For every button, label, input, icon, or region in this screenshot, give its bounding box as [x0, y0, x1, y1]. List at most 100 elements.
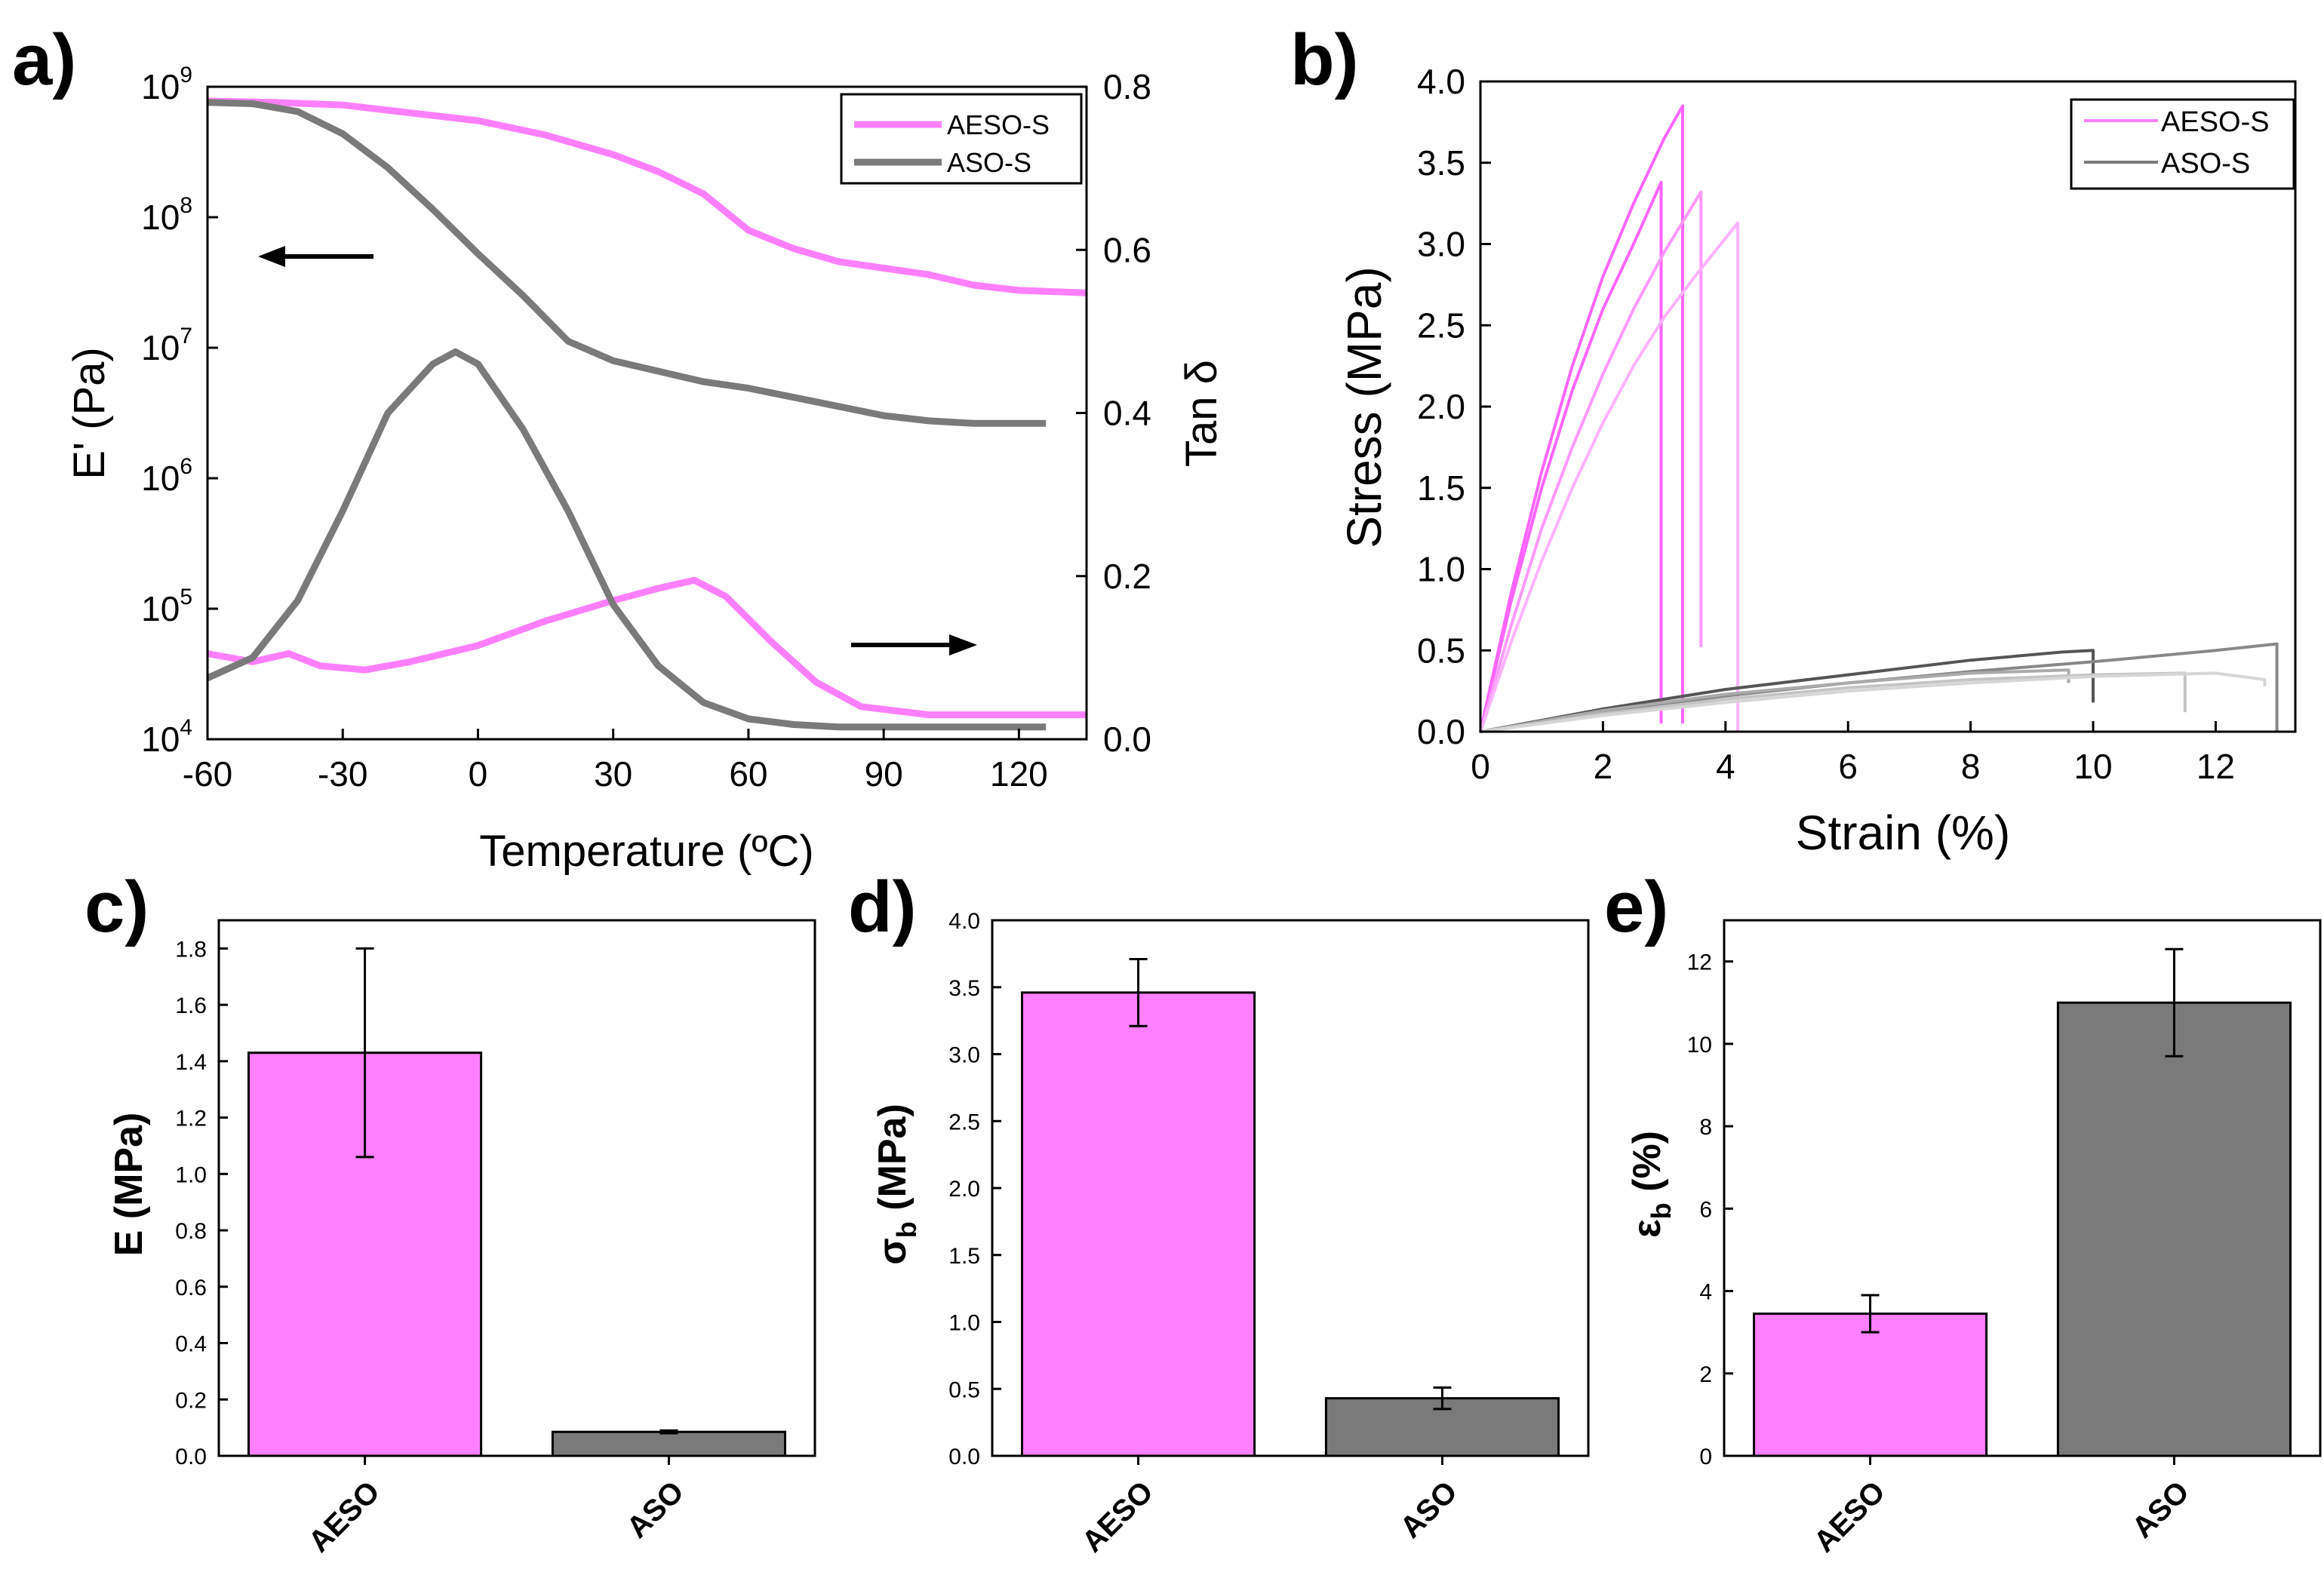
chart-e-yticks: 0 2 4 6 8 10 12: [1687, 950, 1733, 1469]
chart-d-ylabel-unit: (MPa): [871, 1104, 915, 1221]
chart-d-xtick-label: AESO: [1076, 1475, 1160, 1558]
chart-a-xticks: -60 -30 0 30 60 90 120: [183, 729, 1048, 794]
chart-e-xtick-label: ASO: [2126, 1475, 2195, 1544]
chart-d-ytick-label: 1.5: [948, 1244, 980, 1269]
chart-a-xtick-label: -30: [318, 754, 367, 794]
chart-a-yticks-right: 0.0 0.2 0.4 0.6 0.8: [1076, 67, 1151, 759]
chart-e-frame: [1723, 919, 2322, 1457]
chart-a-ytick-label: 107: [141, 324, 192, 367]
legend-label-aeso: AESO-S: [947, 109, 1050, 140]
arrow-left-icon: [258, 246, 374, 267]
chart-c-ytick-label: 0.0: [175, 1445, 207, 1469]
chart-c-ytick-label: 0.4: [175, 1332, 207, 1357]
chart-c-ytick-label: 0.2: [175, 1388, 207, 1413]
chart-d-errorbar-aso: [1433, 1386, 1452, 1411]
chart-b-ytick-label: 3.5: [1417, 143, 1465, 183]
chart-b-series-line-3: [1479, 190, 1703, 732]
chart-a-yticks-left: 104 105 106 107 108 109: [141, 63, 218, 759]
chart-b-xtick-label: 2: [1594, 747, 1613, 786]
chart-b-series-line-7: [1480, 668, 2070, 733]
chart-d-bars: [1021, 957, 1560, 1457]
chart-e-xtick-label: AESO: [1808, 1475, 1892, 1558]
chart-b-series-line-4: [1479, 221, 1740, 732]
chart-e-bars: [1753, 947, 2292, 1457]
chart-e-ytick-label: 2: [1699, 1362, 1712, 1387]
arrow-right-icon: [851, 634, 977, 656]
chart-c-frame: [217, 919, 816, 1457]
chart-b-xlabel: Strain (%): [1796, 806, 2011, 860]
panel-label-b: b): [1290, 20, 1359, 100]
chart-d: 0.0 0.5 1.0 1.5 2.0 2.5 3.0 3.5 4.0 AESO ASO σb (…: [871, 909, 1590, 1559]
chart-a-xtick-label: 30: [594, 754, 632, 794]
chart-d-ylabel-main: σ: [871, 1238, 915, 1265]
chart-b-series-line-6: [1480, 642, 2279, 733]
chart-e-ytick-label: 4: [1699, 1280, 1712, 1305]
chart-b-ytick-label: 3.0: [1417, 225, 1465, 264]
chart-a-series: [206, 97, 1087, 731]
legend-label-aeso-b: AESO-S: [2161, 106, 2270, 138]
chart-b-xtick-label: 12: [2196, 747, 2235, 786]
chart-d-errorbar-aeso: [1129, 957, 1148, 1027]
chart-b-ytick-label: 1.5: [1417, 468, 1465, 508]
chart-e-bar-aeso: [1753, 1313, 1988, 1457]
chart-b-series-line-1: [1479, 104, 1684, 732]
chart-e-ylabel-main: ε: [1625, 1219, 1669, 1238]
chart-a-xtick-label: 90: [865, 754, 903, 794]
chart-b-xtick-label: 6: [1838, 747, 1858, 786]
chart-a-xtick-label: 120: [990, 754, 1048, 794]
legend-label-aso-b: ASO-S: [2161, 148, 2250, 180]
panel-label-e: e): [1604, 867, 1668, 947]
chart-a-xtick-label: 0: [469, 754, 488, 794]
chart-d-ytick-label: 0.0: [948, 1445, 980, 1469]
chart-a-xtick-label: 60: [729, 754, 767, 794]
chart-e-ylabel: εb (%): [1625, 1131, 1677, 1238]
chart-c-xticks: AESO ASO: [303, 1456, 690, 1559]
chart-e-ylabel-unit: (%): [1625, 1131, 1669, 1202]
chart-b-ytick-label: 0.5: [1417, 631, 1465, 670]
chart-a-xlabel: Temperature (ºC): [479, 827, 813, 876]
chart-e-ylabel-sub: b: [1646, 1202, 1677, 1219]
chart-e-bar-aso: [2056, 1001, 2292, 1457]
chart-b-yticks: 0.0 0.5 1.0 1.5 2.0 2.5 3.0 3.5 4.0: [1417, 62, 1491, 751]
chart-c-ytick-label: 1.0: [175, 1162, 207, 1187]
chart-b-series-line-8: [1480, 671, 2187, 733]
chart-a-ytick-right-label: 0.6: [1103, 230, 1151, 269]
chart-c-yticks: 0.0 0.2 0.4 0.6 0.8 1.0 1.2 1.4 1.6 1.8: [175, 937, 228, 1469]
chart-a-xtick-label: -60: [183, 754, 232, 794]
chart-c-ytick-label: 1.8: [175, 937, 207, 962]
chart-e-xticks: AESO ASO: [1808, 1456, 2196, 1559]
chart-b-ylabel: Stress (MPa): [1337, 266, 1391, 548]
series-aso-modulus: [207, 99, 1047, 427]
series-aeso-modulus: [207, 97, 1087, 296]
series-aeso-tandelta: [207, 576, 1087, 719]
chart-c-ytick-label: 1.2: [175, 1107, 207, 1131]
chart-b-series: [1479, 104, 2279, 733]
chart-c-ytick-label: 0.6: [175, 1276, 207, 1300]
chart-e: 0 2 4 6 8 10 12 AESO ASO εb (%): [1625, 919, 2322, 1559]
chart-e-errorbar-aeso: [1861, 1294, 1880, 1334]
chart-e-ytick-label: 12: [1687, 950, 1712, 975]
chart-b-ytick-label: 2.0: [1417, 387, 1465, 426]
chart-a-ytick-right-label: 0.0: [1103, 720, 1151, 759]
chart-a-ytick-right-label: 0.8: [1103, 67, 1151, 106]
chart-d-ytick-label: 2.0: [948, 1177, 980, 1202]
chart-e-ytick-label: 10: [1687, 1033, 1712, 1058]
chart-b-ytick-label: 0.0: [1417, 712, 1465, 751]
chart-b: 0 2 4 6 8 10 12 0.0 0.5 1.0 1.5 2.0 2.5 3.0 3.5 4.0 AE…: [1337, 62, 2297, 860]
chart-b-ytick-label: 4.0: [1417, 62, 1465, 101]
chart-c-bar-aso: [551, 1430, 787, 1457]
chart-c-errorbar-aso: [659, 1429, 678, 1435]
chart-c-bars: [247, 947, 787, 1457]
chart-c-xtick-label: AESO: [303, 1475, 386, 1558]
chart-c-ylabel: E (MPa): [107, 1113, 151, 1257]
chart-b-ytick-label: 1.0: [1417, 550, 1465, 589]
chart-b-xtick-label: 8: [1961, 747, 1981, 786]
chart-c-ytick-label: 1.4: [175, 1050, 207, 1075]
chart-a-ytick-label: 108: [141, 193, 192, 237]
chart-c-ytick-label: 1.6: [175, 993, 207, 1018]
chart-b-ytick-label: 2.5: [1417, 305, 1465, 345]
chart-b-xtick-label: 4: [1716, 747, 1735, 786]
chart-b-series-line-9: [1480, 671, 2267, 733]
